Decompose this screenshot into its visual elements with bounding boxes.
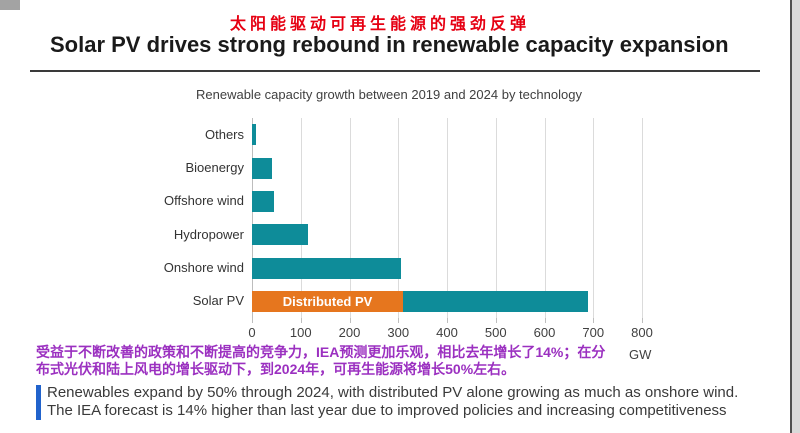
category-label-offshore-wind: Offshore wind xyxy=(164,193,244,209)
gridline xyxy=(349,118,351,318)
category-label-hydropower: Hydropower xyxy=(173,226,244,242)
category-label-others: Others xyxy=(204,126,244,142)
bar-bioenergy xyxy=(252,157,272,179)
gridline xyxy=(447,118,448,318)
x-axis-label: 800 xyxy=(631,325,653,340)
x-axis-label: 0 xyxy=(248,325,256,340)
footer-note-line2: The IEA forecast is 14% higher than last… xyxy=(47,401,727,419)
page-title: Solar PV drives strong rebound in renewa… xyxy=(50,32,729,57)
x-axis-label: 500 xyxy=(484,325,507,340)
gridline xyxy=(495,118,497,318)
bar-others xyxy=(252,124,256,146)
x-axis-label: 100 xyxy=(289,325,312,340)
footer-note: Renewables expand by 50% through 2024, w… xyxy=(47,384,738,419)
axis-tick xyxy=(349,318,351,323)
chart-title: Renewable capacity growth between 2019 a… xyxy=(196,87,582,102)
annotation-cn-line2: 布式光伏和陆上风电的增长驱动下，到2024年，可再生能源将增长50%左右。 xyxy=(36,361,516,377)
right-edge-strip xyxy=(792,0,800,433)
bar-segment-centralized-pv xyxy=(403,290,589,312)
axis-tick xyxy=(642,318,643,323)
distributed-pv-label: Distributed PV xyxy=(282,293,373,309)
x-axis-label: 200 xyxy=(338,325,361,340)
x-axis-label: 300 xyxy=(387,325,410,340)
footer-note-line1: Renewables expand by 50% through 2024, w… xyxy=(47,384,739,401)
corner-artifact xyxy=(0,0,20,10)
title-underline xyxy=(30,70,760,72)
bar-onshore-wind xyxy=(252,257,401,279)
bar-segment-distributed-pv: Distributed PV xyxy=(252,290,404,312)
gridline xyxy=(544,118,546,318)
x-axis-label: 400 xyxy=(436,325,458,340)
bar-hydropower xyxy=(252,224,309,246)
x-axis-label: 600 xyxy=(533,325,556,340)
gridline xyxy=(642,118,643,318)
right-edge-line xyxy=(790,0,792,433)
gridline xyxy=(398,118,400,318)
x-axis-unit: GW xyxy=(629,347,652,362)
category-label-bioenergy: Bioenergy xyxy=(185,160,244,175)
axis-tick xyxy=(544,318,546,323)
axis-tick xyxy=(398,318,400,323)
annotation-cn: 受益于不断改善的政策和不断提高的竞争力，IEA预测更加乐观，相比去年增长了14%… xyxy=(36,344,605,378)
axis-tick xyxy=(447,318,448,323)
footer-accent-bar xyxy=(36,385,41,420)
gridline xyxy=(300,118,302,318)
bar-offshore-wind xyxy=(252,190,274,212)
category-label-onshore-wind: Onshore wind xyxy=(163,260,244,275)
gridline xyxy=(252,118,253,318)
x-axis-label: 700 xyxy=(582,325,605,340)
page-subtitle-cn: 太阳能驱动可再生能源的强劲反弹 xyxy=(229,16,530,33)
bar-solar-pv: Distributed PV xyxy=(252,290,589,312)
category-label-solar-pv: Solar PV xyxy=(192,293,244,309)
annotation-cn-line1: 受益于不断改善的政策和不断提高的竞争力，IEA预测更加乐观，相比去年增长了14%… xyxy=(36,344,606,360)
gridline xyxy=(593,118,595,318)
axis-tick xyxy=(495,318,497,323)
axis-tick xyxy=(252,318,253,323)
axis-tick xyxy=(593,318,595,323)
axis-tick xyxy=(300,318,302,323)
